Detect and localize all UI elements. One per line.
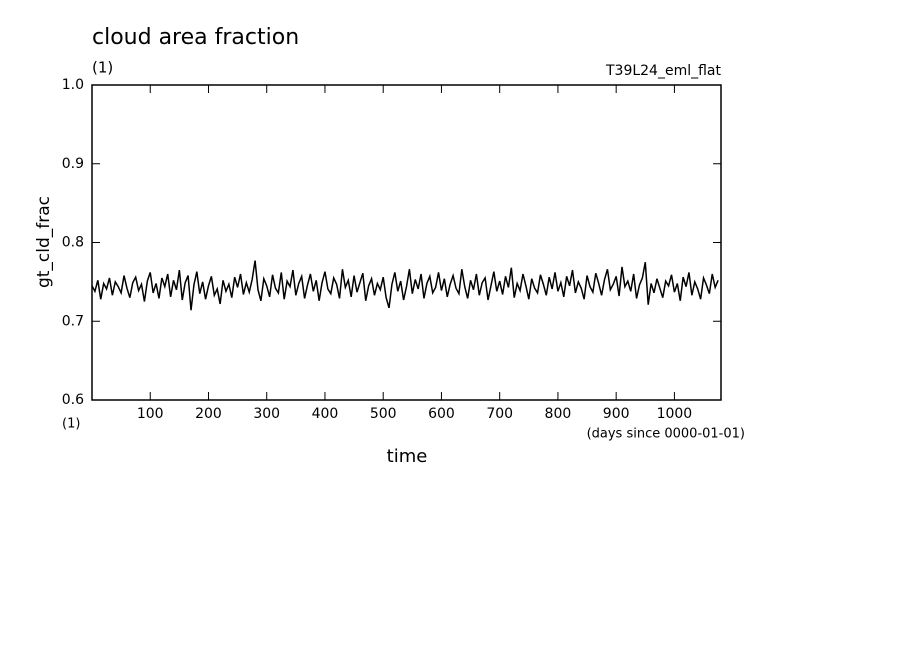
- data-line: [91, 260, 719, 311]
- chart-title: cloud area fraction: [92, 25, 299, 50]
- y-tick-label: 0.6: [62, 392, 84, 408]
- x-tick-label: 200: [195, 406, 222, 422]
- x-tick-label: 100: [137, 406, 164, 422]
- x-tick-label: 500: [370, 406, 397, 422]
- x-tick-label: 300: [253, 406, 280, 422]
- y-tick-label: 1.0: [62, 77, 84, 93]
- x-note: (days since 0000-01-01): [587, 427, 745, 442]
- x-axis-label: time: [387, 446, 428, 467]
- x-tick-label: 800: [545, 406, 572, 422]
- x-tick-label: 900: [603, 406, 630, 422]
- unit-label: (1): [92, 59, 113, 77]
- x-unit-label: (1): [62, 417, 80, 432]
- y-tick-label: 0.7: [62, 313, 84, 329]
- plot-frame: [91, 84, 722, 401]
- x-tick-label: 400: [312, 406, 339, 422]
- y-tick-label: 0.9: [62, 156, 84, 172]
- x-tick-label: 1000: [657, 406, 693, 422]
- y-tick-label: 0.8: [62, 235, 84, 251]
- y-axis-label: gt_cld_frac: [34, 196, 54, 288]
- run-label: T39L24_eml_flat: [605, 63, 722, 79]
- x-tick-label: 600: [428, 406, 455, 422]
- x-tick-label: 700: [486, 406, 513, 422]
